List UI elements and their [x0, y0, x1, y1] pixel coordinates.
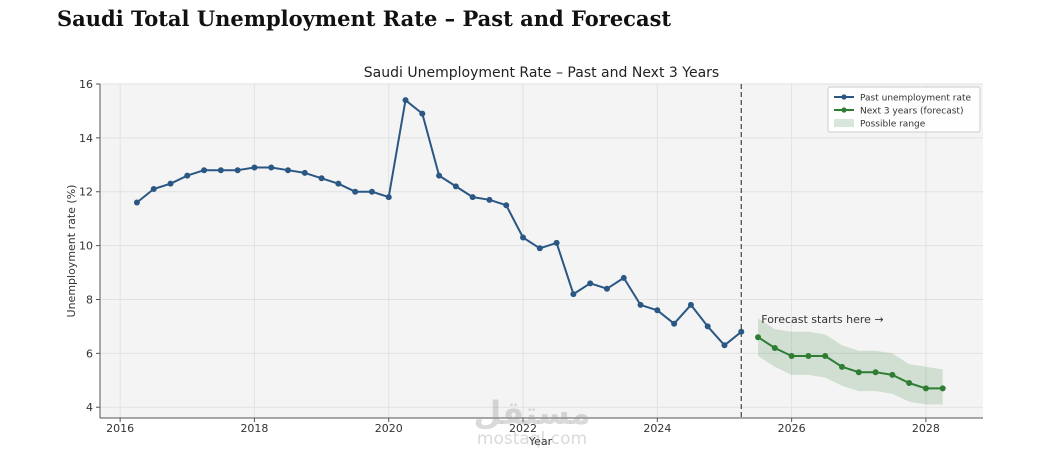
x-axis-label: Year [528, 435, 553, 448]
data-point [268, 164, 275, 171]
data-point [771, 344, 778, 351]
data-point [251, 164, 258, 171]
data-point [553, 239, 560, 246]
x-tick-label: 2022 [509, 422, 537, 435]
data-point [721, 342, 728, 349]
data-point [150, 186, 157, 193]
data-point [654, 307, 661, 314]
data-point [167, 180, 174, 187]
data-point [419, 110, 426, 117]
data-point [217, 167, 224, 174]
watermark: مستقل mostaql.com [462, 396, 602, 448]
data-point [385, 194, 392, 201]
data-point [352, 188, 359, 195]
data-point [503, 202, 510, 209]
data-point [570, 291, 577, 298]
forecast-range-band [758, 318, 943, 405]
data-point [201, 167, 208, 174]
legend-label: Possible range [860, 120, 926, 130]
data-point [536, 245, 543, 252]
data-point [906, 379, 913, 386]
data-point [738, 328, 745, 335]
data-point [469, 194, 476, 201]
data-point [687, 301, 694, 308]
legend-band-swatch [834, 119, 854, 127]
data-point [805, 353, 812, 360]
data-point [620, 274, 627, 281]
x-tick-label: 2024 [643, 422, 671, 435]
y-tick-label: 4 [86, 401, 93, 414]
data-point [671, 320, 678, 327]
x-tick-label: 2018 [240, 422, 268, 435]
watermark-text: mostaql.com [476, 429, 588, 449]
x-tick-label: 2026 [778, 422, 806, 435]
data-point [822, 353, 829, 360]
watermark-logo: مستقل [473, 394, 591, 432]
legend-label: Past unemployment rate [860, 94, 972, 104]
x-tick-label: 2028 [912, 422, 940, 435]
y-tick-label: 8 [86, 293, 93, 306]
data-point [520, 234, 527, 241]
data-point [587, 280, 594, 287]
data-point [133, 199, 140, 206]
legend: Past unemployment rate Next 3 years (fore… [827, 86, 981, 133]
data-point [335, 180, 342, 187]
data-point [788, 353, 795, 360]
data-point [234, 167, 241, 174]
data-point [301, 169, 308, 176]
legend-marker [841, 94, 847, 100]
data-point [855, 369, 862, 376]
legend-marker [841, 107, 847, 113]
y-axis-label: Unemployment rate (%) [65, 185, 78, 318]
x-tick-label: 2016 [106, 422, 134, 435]
y-tick-label: 14 [79, 132, 93, 145]
legend-label: Next 3 years (forecast) [860, 107, 963, 117]
data-point [889, 371, 896, 378]
y-tick-label: 16 [79, 78, 93, 91]
data-point [368, 188, 375, 195]
page-title: Saudi Total Unemployment Rate – Past and… [57, 6, 672, 31]
data-point [939, 385, 946, 392]
data-point [402, 97, 409, 104]
y-tick-label: 12 [79, 186, 93, 199]
data-point [285, 167, 292, 174]
data-point [603, 285, 610, 292]
chart-title: Saudi Unemployment Rate – Past and Next … [364, 65, 719, 81]
y-tick-label: 10 [79, 240, 93, 253]
data-point [184, 172, 191, 179]
y-tick-label: 6 [86, 347, 93, 360]
data-point [704, 323, 711, 330]
data-point [318, 175, 325, 182]
data-point [486, 196, 493, 203]
forecast-annotation: Forecast starts here → [761, 313, 883, 326]
data-point [452, 183, 459, 190]
data-point [637, 301, 644, 308]
data-point [922, 385, 929, 392]
legend-box [827, 86, 981, 133]
data-point [755, 334, 762, 341]
data-point [872, 369, 879, 376]
x-tick-label: 2020 [375, 422, 403, 435]
data-point [436, 172, 443, 179]
data-point [838, 363, 845, 370]
